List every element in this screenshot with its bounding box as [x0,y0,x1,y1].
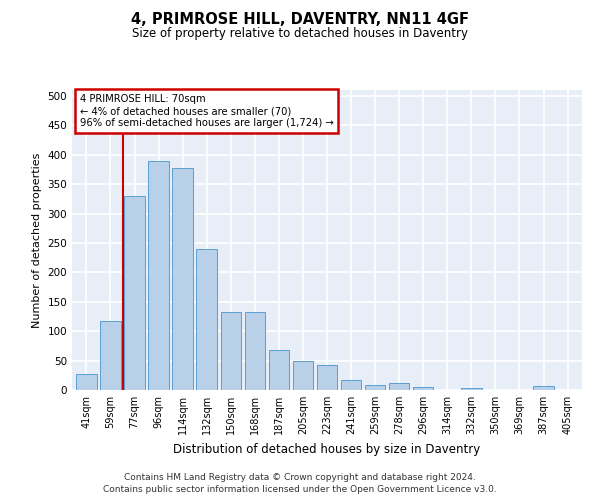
Text: Distribution of detached houses by size in Daventry: Distribution of detached houses by size … [173,442,481,456]
Bar [148,160,169,390]
Bar [293,360,313,390]
Text: Size of property relative to detached houses in Daventry: Size of property relative to detached ho… [132,28,468,40]
Bar [341,380,361,390]
Bar [76,374,97,390]
Bar [533,386,554,390]
Bar [365,386,385,390]
Bar [317,364,337,390]
Bar [413,387,433,390]
Text: Contains public sector information licensed under the Open Government Licence v3: Contains public sector information licen… [103,485,497,494]
Bar [196,249,217,390]
Text: 4 PRIMROSE HILL: 70sqm
← 4% of detached houses are smaller (70)
96% of semi-deta: 4 PRIMROSE HILL: 70sqm ← 4% of detached … [80,94,334,128]
Bar [172,168,193,390]
Bar [461,388,482,390]
Text: Contains HM Land Registry data © Crown copyright and database right 2024.: Contains HM Land Registry data © Crown c… [124,472,476,482]
Text: 4, PRIMROSE HILL, DAVENTRY, NN11 4GF: 4, PRIMROSE HILL, DAVENTRY, NN11 4GF [131,12,469,28]
Bar [221,312,241,390]
Bar [124,196,145,390]
Bar [389,383,409,390]
Bar [100,320,121,390]
Bar [245,312,265,390]
Y-axis label: Number of detached properties: Number of detached properties [32,152,42,328]
Bar [269,350,289,390]
